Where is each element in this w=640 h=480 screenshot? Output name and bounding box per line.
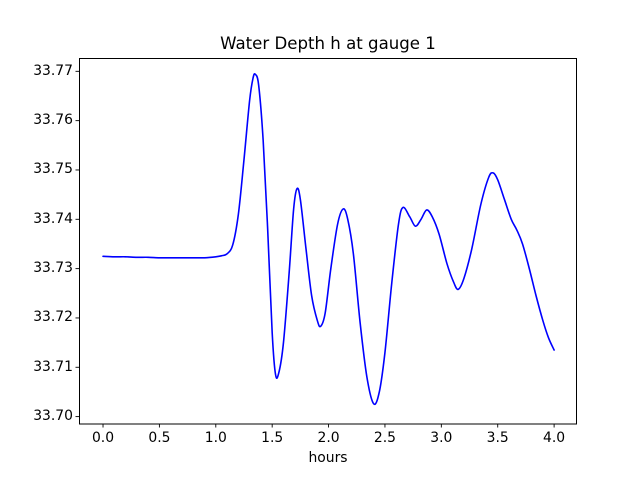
x-tick-label: 3.0: [430, 429, 453, 446]
chart-title: Water Depth h at gauge 1: [220, 34, 436, 53]
y-tick-label: 33.76: [33, 112, 73, 129]
y-tick-label: 33.74: [33, 210, 73, 227]
y-tick-label: 33.72: [33, 309, 73, 326]
x-tick-label: 4.0: [543, 429, 566, 446]
data-line: [102, 72, 555, 406]
x-tick-label: 1.0: [204, 429, 227, 446]
y-tick-label: 33.77: [33, 62, 73, 79]
x-axis-label: hours: [308, 450, 348, 466]
y-tick-label: 33.71: [33, 358, 73, 375]
y-tick-label: 33.75: [33, 161, 73, 178]
x-tick-label: 3.5: [486, 429, 509, 446]
axes-box: [79, 58, 577, 425]
y-tick-label: 33.70: [33, 408, 73, 425]
x-tick-label: 2.0: [317, 429, 340, 446]
x-tick-label: 0.0: [91, 429, 115, 446]
x-tick-label: 1.5: [261, 429, 284, 446]
x-tick-label: 0.5: [148, 429, 171, 446]
y-tick-label: 33.73: [33, 260, 73, 277]
x-tick-label: 2.5: [373, 429, 396, 446]
